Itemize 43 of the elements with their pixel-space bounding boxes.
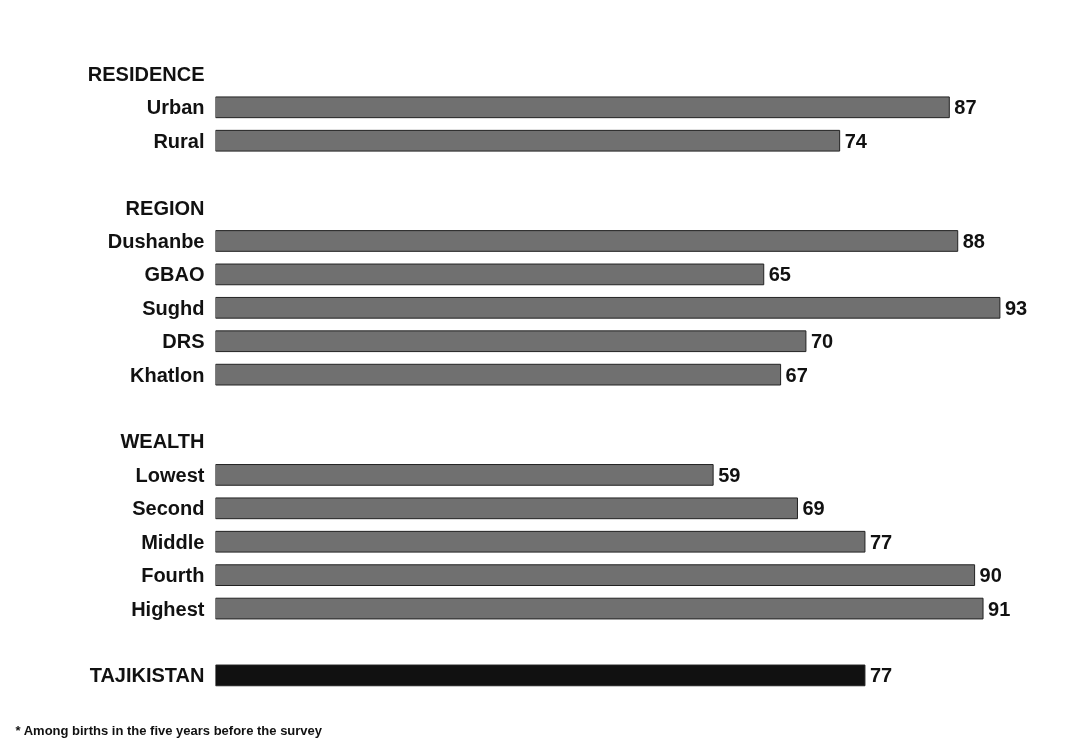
bar xyxy=(215,597,984,620)
y-tick-label: TAJIKISTAN xyxy=(89,664,205,687)
y-tick-label: Sughd xyxy=(142,296,205,319)
bar xyxy=(215,230,959,252)
text: * Among births in the five years before the survey xyxy=(15,722,323,738)
bar xyxy=(215,530,866,553)
y-tick-label: Highest xyxy=(131,597,205,620)
y-tick-label: Fourth xyxy=(141,564,205,587)
bar xyxy=(215,664,866,687)
bar xyxy=(215,363,782,386)
y-tick-label: RESIDENCE xyxy=(87,62,205,85)
y-tick-label: Khatlon xyxy=(130,363,205,386)
data-label: 90 xyxy=(979,564,1002,587)
data-label: 77 xyxy=(869,664,893,687)
bar xyxy=(215,564,976,587)
data-label: 87 xyxy=(954,96,977,119)
bar xyxy=(215,497,798,520)
bar xyxy=(215,263,765,286)
data-label: 65 xyxy=(768,263,791,286)
y-tick-label: WEALTH xyxy=(120,430,205,453)
y-tick-label: Middle xyxy=(141,530,205,553)
y-tick-label: Second xyxy=(132,497,205,520)
bar xyxy=(215,129,841,152)
data-label: 70 xyxy=(810,330,834,353)
data-label: 69 xyxy=(802,497,825,520)
y-tick-label: Dushanbe xyxy=(107,229,205,252)
y-tick-label: Lowest xyxy=(135,463,205,486)
bar xyxy=(215,464,714,486)
data-label: 59 xyxy=(718,463,741,486)
bar xyxy=(215,296,1001,319)
data-label: 93 xyxy=(1004,296,1028,319)
data-label: 88 xyxy=(962,229,985,252)
data-label: 74 xyxy=(844,129,868,152)
bar xyxy=(215,330,807,353)
data-label: 77 xyxy=(869,530,893,553)
data-label: 91 xyxy=(988,597,1011,620)
y-tick-label: Urban xyxy=(146,96,205,119)
y-tick-label: REGION xyxy=(125,196,205,219)
y-tick-label: DRS xyxy=(162,330,205,353)
y-tick-label: Rural xyxy=(153,129,205,152)
data-label: 67 xyxy=(785,363,808,386)
y-tick-label: GBAO xyxy=(144,263,205,286)
bar xyxy=(215,96,950,119)
